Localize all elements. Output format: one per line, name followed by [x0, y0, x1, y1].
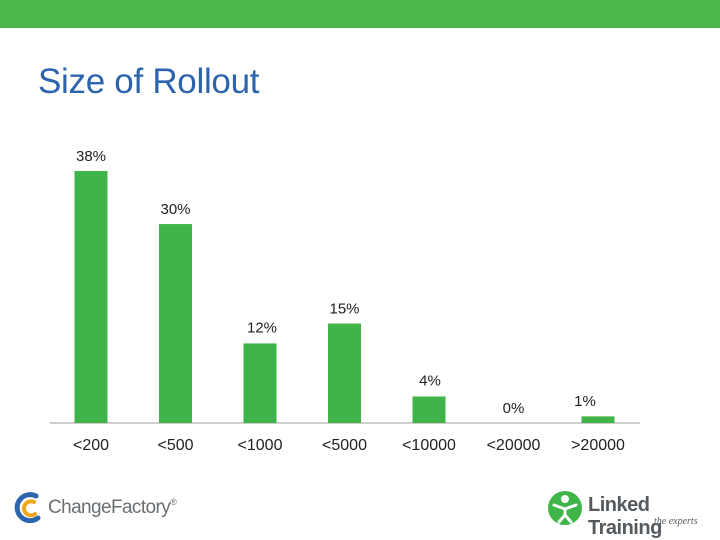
- bar: [412, 396, 446, 423]
- category-label: <5000: [322, 437, 367, 454]
- slide-title: Size of Rollout: [38, 62, 260, 101]
- data-label: 0%: [503, 400, 525, 417]
- bar: [581, 416, 615, 423]
- bar: [243, 343, 277, 423]
- change-factory-logo: ChangeFactory®: [14, 488, 177, 528]
- top-accent-bar: [0, 0, 720, 28]
- bar: [74, 171, 108, 423]
- category-label: <10000: [402, 437, 456, 454]
- change-factory-wordmark: ChangeFactory®: [48, 497, 177, 518]
- data-label: 12%: [247, 319, 277, 336]
- data-label: 30%: [160, 201, 190, 218]
- data-label: 1%: [574, 393, 596, 410]
- data-label: 15%: [329, 301, 359, 318]
- linked-training-figure-icon: [548, 491, 582, 525]
- category-label: >20000: [571, 437, 625, 454]
- bar: [328, 323, 361, 423]
- category-label: <20000: [487, 437, 541, 454]
- linked-training-tagline: the experts: [654, 516, 698, 527]
- bar: [159, 224, 192, 423]
- category-label: <500: [157, 437, 193, 454]
- category-label: <1000: [238, 437, 283, 454]
- linked-training-logo: Linked Training the experts: [546, 488, 716, 539]
- change-factory-swirl-icon: [14, 492, 41, 524]
- data-label: 38%: [76, 148, 106, 165]
- linked-training-wordmark: Linked Training: [588, 494, 662, 539]
- data-label: 4%: [419, 372, 441, 389]
- category-label: <200: [73, 437, 109, 454]
